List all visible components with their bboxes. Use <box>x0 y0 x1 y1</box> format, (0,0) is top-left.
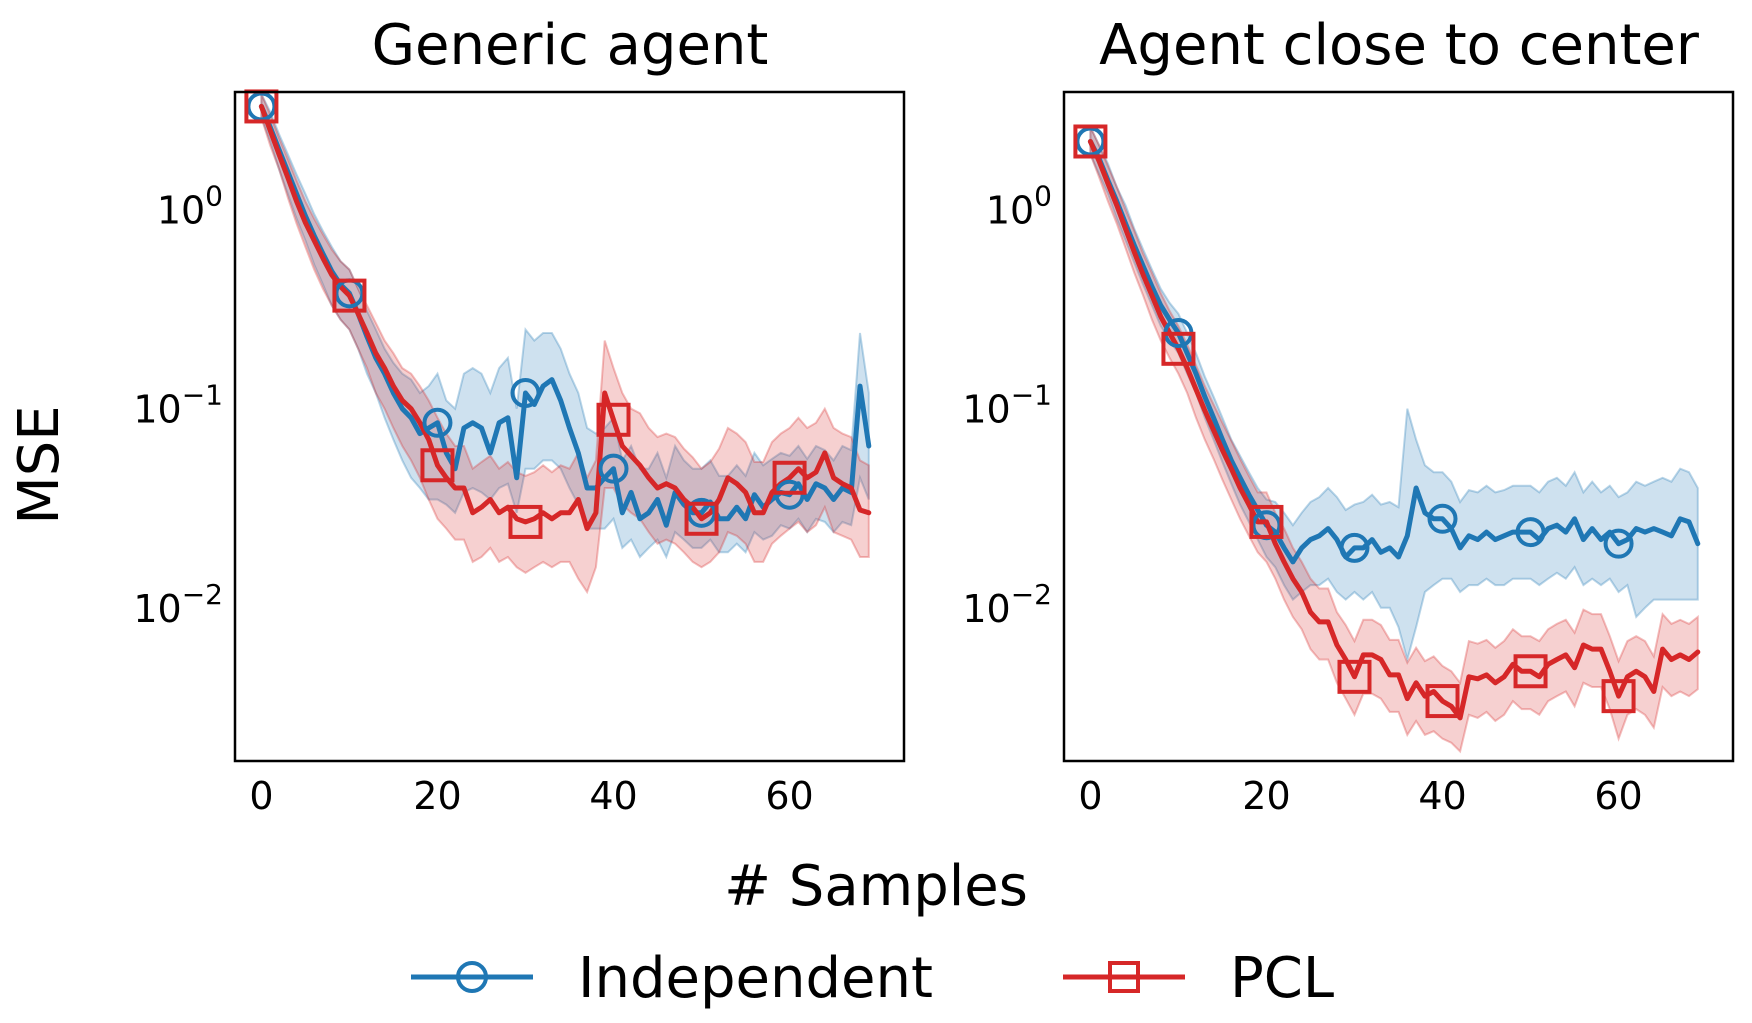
marker-pcl <box>332 278 367 313</box>
marker-independent <box>1515 517 1546 548</box>
marker-pcl <box>684 501 719 536</box>
panel-title: Agent close to center <box>1099 13 1700 78</box>
marker-pcl <box>420 448 455 483</box>
marker-pcl <box>1513 654 1548 689</box>
marker-pcl <box>1073 124 1108 159</box>
marker-independent <box>422 407 453 438</box>
y-tick-base: 10 <box>133 388 181 432</box>
x-tick-label: 40 <box>589 774 637 818</box>
y-tick-base: 10 <box>986 189 1034 233</box>
marker-pcl <box>1337 659 1372 694</box>
y-tick-label: 10−2 <box>962 578 1052 631</box>
legend-label-pcl: PCL <box>1230 946 1334 1011</box>
marker-independent <box>598 453 629 484</box>
marker-independent <box>510 377 541 408</box>
series-markers <box>1073 124 1636 719</box>
x-ticks: 0 20 40 60 <box>249 774 813 818</box>
marker-pcl <box>1249 504 1284 539</box>
x-tick-label: 40 <box>1418 774 1466 818</box>
confidence-bands <box>260 93 870 595</box>
y-tick-base: 10 <box>962 587 1010 631</box>
x-tick-label: 20 <box>1242 774 1290 818</box>
legend-label-independent: Independent <box>578 946 933 1011</box>
marker-pcl <box>596 402 631 437</box>
plot-frame <box>233 90 906 763</box>
marker-independent <box>1603 528 1634 559</box>
line-pcl <box>258 103 872 532</box>
legend: Independent PCL <box>411 946 1334 1011</box>
marker-pcl <box>508 504 543 539</box>
plot-frame <box>1062 90 1735 763</box>
line-pcl <box>1087 139 1701 721</box>
x-axis-label: # Samples <box>724 854 1028 919</box>
y-axis-label: MSE <box>7 405 72 524</box>
marker-pcl <box>772 460 807 495</box>
panel-title: Generic agent <box>372 13 769 78</box>
y-tick-label: 100 <box>157 180 223 233</box>
legend-entry-pcl: PCL <box>1063 946 1334 1011</box>
marker-pcl <box>1601 679 1636 714</box>
band-pcl <box>260 93 870 595</box>
y-tick-exponent: −1 <box>1011 379 1052 412</box>
x-tick-label: 20 <box>413 774 461 818</box>
legend-entry-independent: Independent <box>411 946 933 1011</box>
x-tick-label: 60 <box>1594 774 1642 818</box>
y-tick-base: 10 <box>962 388 1010 432</box>
legend-marker-square <box>1108 961 1140 993</box>
x-tick-label: 0 <box>249 774 273 818</box>
x-tick-label: 0 <box>1078 774 1102 818</box>
y-tick-exponent: −1 <box>182 379 223 412</box>
y-tick-base: 10 <box>157 189 205 233</box>
y-tick-exponent: −2 <box>1011 578 1052 611</box>
y-tick-label: 10−1 <box>133 379 223 432</box>
marker-pcl <box>1161 331 1196 366</box>
marker-independent <box>1339 532 1370 563</box>
series-markers <box>244 89 807 539</box>
y-tick-base: 10 <box>133 587 181 631</box>
marker-independent <box>1427 503 1458 534</box>
panel-agent-close-to-center: Agent close to center 0 20 40 60 10010−110−… <box>962 13 1735 818</box>
y-tick-exponent: 0 <box>1034 180 1052 213</box>
y-tick-label: 10−2 <box>133 578 223 631</box>
band-independent <box>260 93 870 560</box>
band-independent <box>1089 126 1699 664</box>
marker-pcl <box>1425 684 1460 719</box>
y-tick-exponent: −2 <box>182 578 223 611</box>
y-tick-label: 100 <box>986 180 1052 233</box>
x-ticks: 0 20 40 60 <box>1078 774 1642 818</box>
legend-marker-circle <box>456 961 488 993</box>
series-lines <box>258 103 872 532</box>
y-tick-label: 10−1 <box>962 379 1052 432</box>
y-tick-exponent: 0 <box>205 180 223 213</box>
x-tick-label: 60 <box>765 774 813 818</box>
